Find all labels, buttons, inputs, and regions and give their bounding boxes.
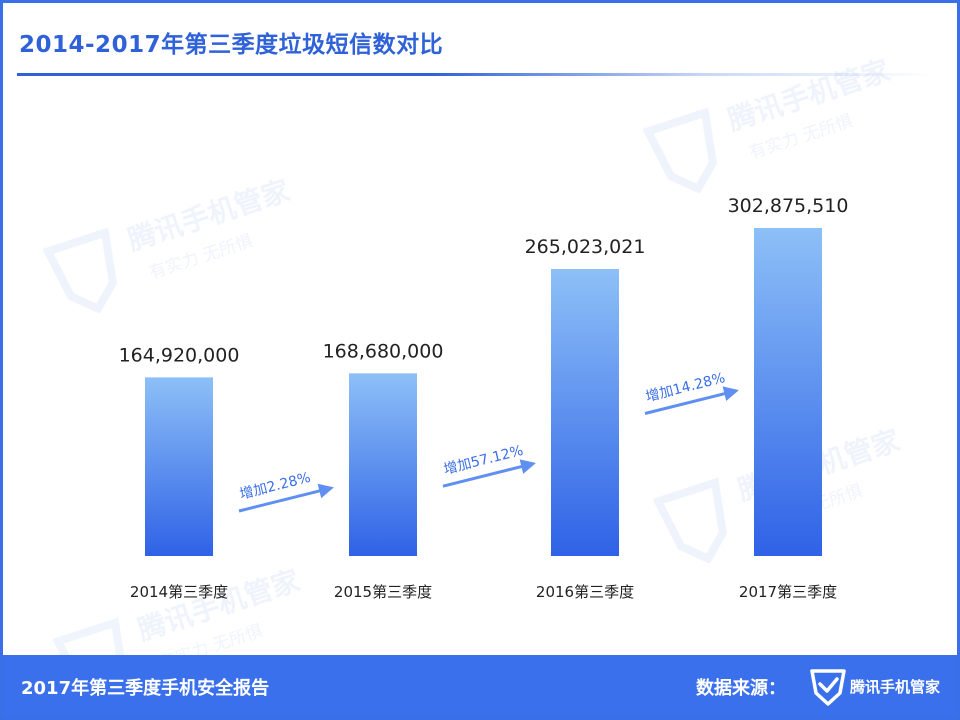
- growth-label: 增加2.28%: [238, 470, 312, 503]
- growth-label: 增加57.12%: [442, 443, 525, 478]
- category-label: 2016第三季度: [536, 583, 634, 601]
- bar-group: 164,920,000 2014第三季度 168,680,000 2015第三季度 26…: [119, 195, 849, 601]
- footer-bar: 2017年第三季度手机安全报告 数据来源： 腾讯手机管家: [3, 655, 957, 717]
- bar-4: [754, 228, 822, 556]
- page-title: 2014-2017年第三季度垃圾短信数对比: [19, 32, 444, 58]
- growth-arrow: [238, 483, 334, 513]
- growth-label: 增加14.28%: [644, 370, 727, 405]
- title-underline: [17, 73, 937, 76]
- data-source-label: 数据来源：: [696, 678, 786, 699]
- growth-arrow: [442, 459, 536, 488]
- bar-value-label: 302,875,510: [728, 195, 849, 217]
- brand-name: 腾讯手机管家: [850, 678, 941, 696]
- bar-chart: 164,920,000 2014第三季度 168,680,000 2015第三季度 26…: [119, 195, 849, 601]
- bar-value-label: 265,023,021: [525, 236, 646, 258]
- report-title: 2017年第三季度手机安全报告: [21, 678, 270, 699]
- category-label: 2014第三季度: [130, 583, 228, 601]
- growth-arrow: [644, 386, 739, 415]
- bar-2: [349, 373, 417, 556]
- category-label: 2015第三季度: [334, 583, 432, 601]
- category-label: 2017第三季度: [739, 583, 837, 601]
- bar-1: [145, 377, 213, 556]
- bar-value-label: 168,680,000: [323, 340, 444, 362]
- growth-arrow-group: 增加2.28% 增加57.12% 增加14.28%: [238, 370, 739, 513]
- bar-3: [551, 268, 619, 556]
- bar-value-label: 164,920,000: [119, 344, 240, 366]
- shield-check-icon: [810, 669, 846, 706]
